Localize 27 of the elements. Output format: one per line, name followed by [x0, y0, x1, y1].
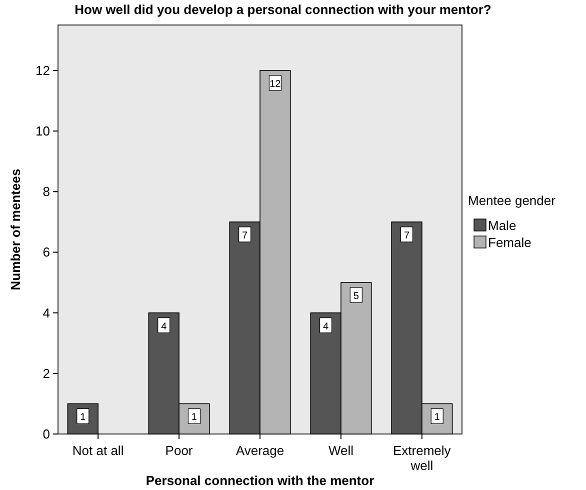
- data-label: 12: [270, 78, 282, 90]
- data-label: 7: [404, 230, 410, 242]
- legend-label: Female: [488, 235, 532, 250]
- y-tick-label: 4: [42, 305, 50, 320]
- chart-title: How well did you develop a personal connection with your mentor?: [74, 2, 492, 17]
- y-tick-label: 6: [42, 244, 50, 260]
- x-axis-title: Personal connection with the mentor: [146, 473, 374, 488]
- y-tick-label: 0: [42, 426, 50, 442]
- x-tick-label: Poor: [165, 443, 194, 458]
- data-label: 7: [242, 230, 248, 242]
- y-tick-label: 10: [36, 124, 50, 139]
- data-label: 1: [434, 412, 440, 424]
- data-label: 1: [80, 412, 86, 424]
- x-tick-label: Well: [328, 443, 354, 458]
- data-label: 4: [323, 321, 329, 332]
- x-tick-label: Average: [236, 443, 284, 458]
- y-tick-label: 12: [36, 62, 50, 78]
- data-label: 5: [353, 291, 360, 302]
- legend-label: Male: [488, 218, 516, 233]
- y-axis-title: Number of mentees: [8, 168, 23, 290]
- x-tick-label: Extremely well: [393, 443, 452, 473]
- x-tick-label: Not at all: [72, 443, 124, 458]
- y-tick-label: 2: [42, 366, 50, 381]
- legend-title: Mentee gender: [468, 193, 556, 208]
- y-tick-label: 8: [42, 184, 50, 200]
- data-label: 1: [191, 412, 198, 424]
- data-label: 4: [161, 321, 168, 332]
